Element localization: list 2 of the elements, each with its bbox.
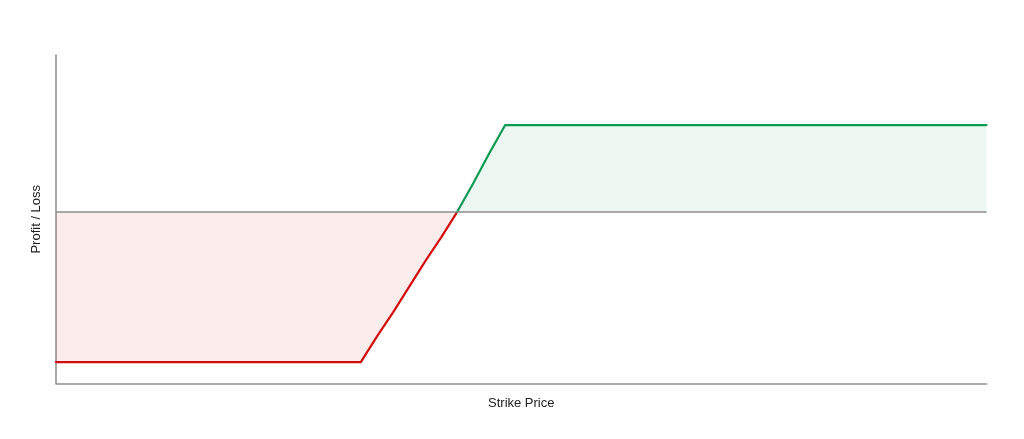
y-axis-title: Profit / Loss <box>28 184 43 254</box>
x-axis-title: Strike Price <box>488 395 555 411</box>
